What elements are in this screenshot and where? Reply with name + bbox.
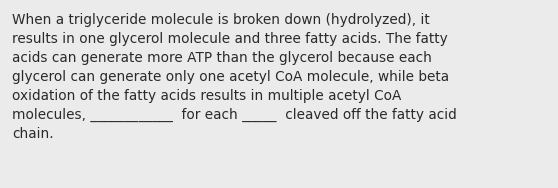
Text: When a triglyceride molecule is broken down (hydrolyzed), it
results in one glyc: When a triglyceride molecule is broken d… <box>12 13 457 141</box>
